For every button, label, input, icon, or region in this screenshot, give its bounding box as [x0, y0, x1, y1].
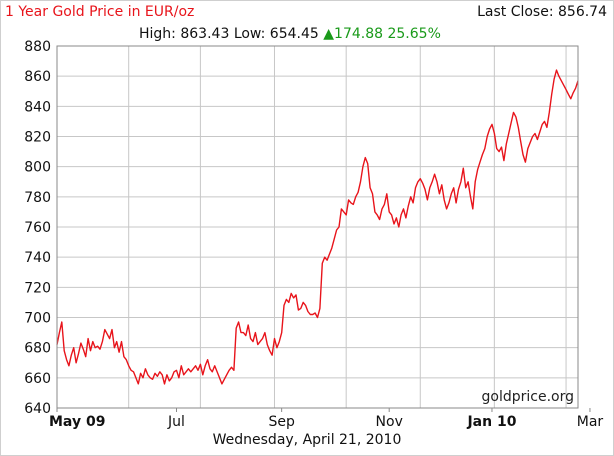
up-triangle-icon: ▲ [323, 26, 335, 42]
high-value: 863.43 [180, 26, 230, 42]
y-tick-label: 640 [24, 401, 51, 417]
date-label: Wednesday, April 21, 2010 [212, 432, 402, 448]
change-value: 174.88 [334, 26, 384, 42]
watermark: goldprice.org [482, 389, 574, 405]
price-line [56, 69, 579, 385]
x-tick-label: Jul [167, 414, 185, 430]
y-tick-label: 780 [24, 190, 51, 206]
x-tick-label: Mar [577, 414, 604, 430]
y-tick-label: 800 [24, 160, 51, 176]
change-percent: 25.65% [387, 26, 441, 42]
y-tick-label: 880 [24, 39, 51, 55]
y-tick-label: 680 [24, 341, 51, 357]
grid [56, 45, 578, 409]
y-tick-label: 720 [24, 280, 51, 296]
x-tick-label: Sep [268, 414, 295, 430]
high-label: High: [139, 26, 176, 42]
y-tick-label: 700 [24, 311, 51, 327]
y-tick-label: 820 [24, 130, 51, 146]
series [56, 69, 579, 385]
y-tick-label: 860 [24, 69, 51, 85]
x-tick-label: Nov [376, 414, 403, 430]
chart-title: 1 Year Gold Price in EUR/oz [5, 4, 195, 20]
x-tick-label: Jan 10 [466, 414, 516, 430]
last-close-value: 856.74 [558, 4, 607, 20]
stats-line: High: 863.43 Low: 654.45 ▲174.88 25.65% [139, 26, 441, 42]
plot-area [56, 45, 579, 409]
low-label: Low: [233, 26, 266, 42]
y-tick-label: 660 [24, 371, 51, 387]
y-tick-label: 840 [24, 99, 51, 115]
y-tick-label: 760 [24, 220, 51, 236]
x-axis-ticks: May 09 Jul Sep Nov Jan 10 Mar [49, 408, 603, 430]
last-close-label: Last Close: [477, 4, 554, 20]
y-tick-label: 740 [24, 250, 51, 266]
last-close: Last Close: 856.74 [477, 4, 607, 20]
y-axis-ticks: 640 660 680 700 720 740 760 780 800 820 840 860 880 [24, 39, 51, 417]
low-value: 654.45 [269, 26, 319, 42]
x-tick-label: May 09 [49, 414, 105, 430]
